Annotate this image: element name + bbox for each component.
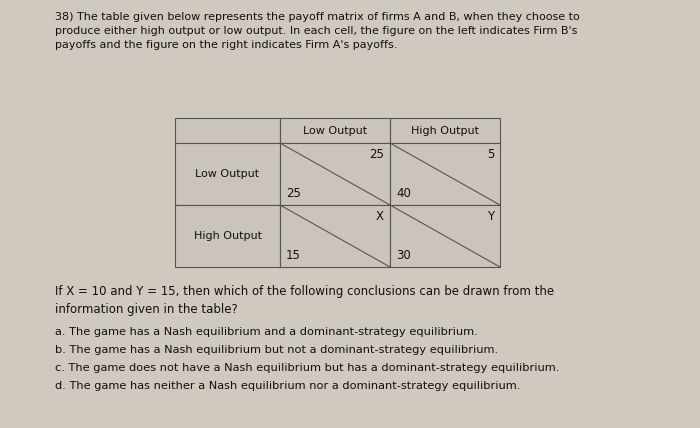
Bar bbox=[390, 118, 500, 143]
Text: 15: 15 bbox=[286, 249, 301, 262]
Bar bbox=[390, 143, 500, 205]
Bar bbox=[390, 205, 500, 267]
Text: Y: Y bbox=[487, 210, 494, 223]
Bar bbox=[175, 118, 280, 143]
Text: 5: 5 bbox=[486, 148, 494, 161]
Text: X: X bbox=[376, 210, 384, 223]
Text: a. The game has a Nash equilibrium and a dominant-strategy equilibrium.: a. The game has a Nash equilibrium and a… bbox=[55, 327, 477, 337]
Text: 25: 25 bbox=[369, 148, 384, 161]
Text: Low Output: Low Output bbox=[303, 125, 367, 136]
Text: 30: 30 bbox=[396, 249, 411, 262]
Text: High Output: High Output bbox=[411, 125, 479, 136]
Bar bbox=[280, 143, 390, 205]
Text: b. The game has a Nash equilibrium but not a dominant-strategy equilibrium.: b. The game has a Nash equilibrium but n… bbox=[55, 345, 498, 355]
Bar bbox=[175, 205, 280, 267]
Text: If X = 10 and Y = 15, then which of the following conclusions can be drawn from : If X = 10 and Y = 15, then which of the … bbox=[55, 285, 554, 316]
Text: 38) The table given below represents the payoff matrix of firms A and B, when th: 38) The table given below represents the… bbox=[55, 12, 580, 50]
Text: c. The game does not have a Nash equilibrium but has a dominant-strategy equilib: c. The game does not have a Nash equilib… bbox=[55, 363, 559, 373]
Text: High Output: High Output bbox=[193, 231, 262, 241]
Bar bbox=[280, 118, 390, 143]
Bar bbox=[175, 143, 280, 205]
Text: 25: 25 bbox=[286, 187, 301, 200]
Bar bbox=[280, 205, 390, 267]
Text: Low Output: Low Output bbox=[195, 169, 260, 179]
Text: 40: 40 bbox=[396, 187, 411, 200]
Text: d. The game has neither a Nash equilibrium nor a dominant-strategy equilibrium.: d. The game has neither a Nash equilibri… bbox=[55, 381, 520, 391]
